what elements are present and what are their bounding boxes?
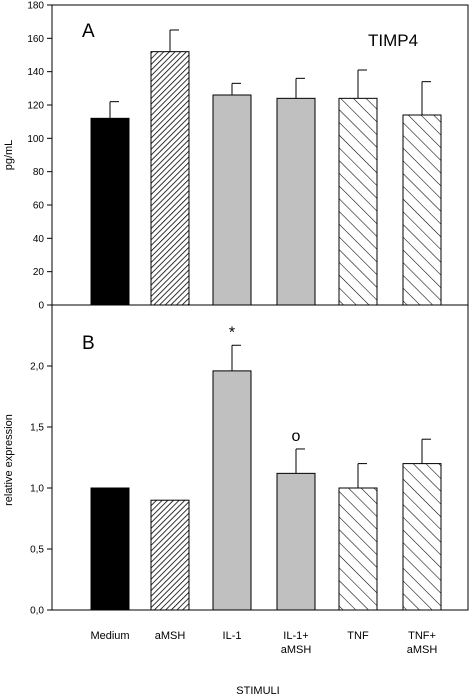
y-tick-label: 180 (27, 1, 44, 12)
category-label: aMSH (407, 644, 438, 656)
y-tick-label: 100 (27, 134, 44, 145)
x-axis-label: STIMULI (236, 685, 279, 697)
category-labels: Medium aMSH IL-1 IL-1+ aMSH TNF TNF+ aMSH (90, 630, 437, 656)
bar-1 (90, 487, 130, 611)
y-tick-label: 120 (27, 101, 44, 112)
bar-3 (212, 94, 252, 306)
y-tick-label: 0,0 (30, 606, 44, 617)
panel-a-title: TIMP4 (368, 31, 418, 50)
y-tick-label: 60 (33, 201, 45, 212)
significance-mark: o (292, 428, 301, 445)
y-tick-label: 0 (38, 301, 44, 312)
y-tick-label: 80 (33, 167, 45, 178)
y-tick-label: 140 (27, 67, 44, 78)
category-label: TNF (347, 630, 369, 642)
bar-2 (150, 499, 190, 611)
y-tick-label: 40 (33, 234, 45, 245)
y-tick-label: 2,0 (30, 362, 44, 373)
y-tick-label: 1,0 (30, 484, 44, 495)
category-label: TNF+ (408, 630, 436, 642)
bar-5 (338, 487, 378, 611)
bar-4 (276, 472, 316, 611)
bar-6 (402, 463, 442, 611)
panel-a-chart: 0 20 40 60 80 100 120 140 160 180 A TIMP4 pg/mL (3, 1, 469, 312)
category-label: Medium (90, 630, 129, 642)
panel-a-letter: A (82, 21, 95, 42)
y-tick-label: 0,5 (30, 545, 44, 556)
y-tick-label: 20 (33, 267, 45, 278)
bar-3 (212, 370, 252, 611)
panel-b-letter: B (82, 333, 95, 354)
bar-5 (338, 97, 378, 306)
category-label: IL-1+ (283, 630, 308, 642)
category-label: aMSH (281, 644, 312, 656)
panel-b-chart: 0,00,51,01,52,0 *o B relative expression… (3, 304, 469, 697)
bar-6 (402, 114, 442, 306)
panel-a-bars (90, 29, 442, 306)
panel-a-y-label: pg/mL (3, 140, 15, 171)
panel-a-y-axis: 0 20 40 60 80 100 120 140 160 180 (27, 1, 52, 312)
panel-b-y-label: relative expression (3, 414, 15, 506)
panel-b-y-axis: 0,0 0,5 1,0 1,5 2,0 (30, 304, 52, 617)
y-tick-label: 1,5 (30, 423, 44, 434)
bar-2 (150, 51, 190, 306)
bar-4 (276, 97, 316, 306)
y-tick-label: 160 (27, 34, 44, 45)
significance-mark: * (229, 324, 235, 341)
panel-b-frame (51, 304, 469, 611)
category-label: aMSH (155, 630, 186, 642)
category-label: IL-1 (223, 630, 242, 642)
panel-b-bars: *o (90, 324, 442, 611)
bar-1 (90, 117, 130, 306)
